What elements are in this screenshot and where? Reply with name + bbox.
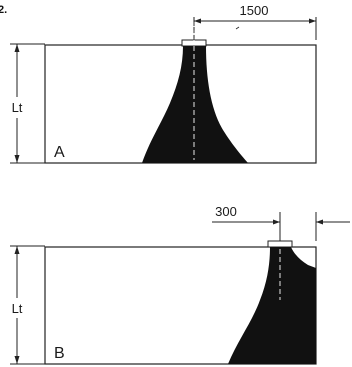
influence-zone-a <box>142 46 248 163</box>
panel-b: 300 Lt B <box>10 204 350 365</box>
height-label-a: Lt <box>12 100 23 115</box>
panel-a: 1500 Lt A <box>10 3 317 164</box>
height-dimension-a: Lt <box>10 43 45 164</box>
figure-label: 2. <box>0 4 7 16</box>
panel-label-a: A <box>54 144 65 161</box>
height-dimension-b: Lt <box>10 245 45 365</box>
offset-dimension-a: 1500 <box>193 3 317 40</box>
load-plate-b <box>267 240 293 248</box>
height-label-b: Lt <box>12 301 23 316</box>
influence-zone-b <box>228 247 316 364</box>
panel-label-b: B <box>54 345 65 362</box>
offset-dimension-b: 300 <box>212 204 350 241</box>
offset-label-b: 300 <box>215 204 237 219</box>
offset-label-a: 1500 <box>240 3 269 18</box>
